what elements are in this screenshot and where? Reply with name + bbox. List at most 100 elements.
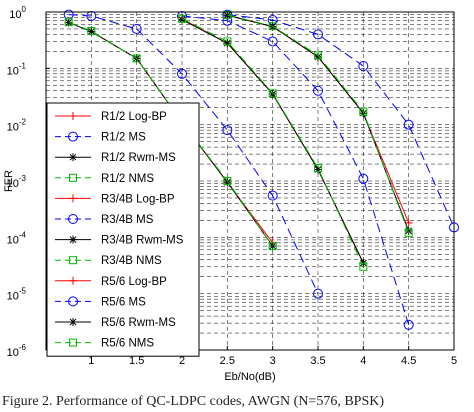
series-line <box>181 18 364 267</box>
legend-entry: R1/2 Log-BP <box>55 111 167 123</box>
legend-entry: R1/2 Rwm-MS <box>55 152 176 164</box>
y-tick-exponent: -1 <box>19 61 27 70</box>
data-point <box>313 29 323 40</box>
legend-label: R5/6 Log-BP <box>101 276 167 288</box>
series-line <box>227 14 410 234</box>
figure-caption: Figure 2. Performance of QC-LDPC codes, … <box>2 394 385 409</box>
legend-marker <box>69 194 77 203</box>
y-tick-base: 10 <box>7 234 19 246</box>
y-tick-label: 10-6 <box>7 343 27 359</box>
y-tick-base: 10 <box>7 122 19 134</box>
legend-entry: R3/4B NMS <box>55 255 162 267</box>
legend-marker <box>68 296 78 307</box>
data-point <box>86 10 97 21</box>
x-tick-label: 2.5 <box>220 355 235 367</box>
x-tick-label: 1 <box>88 355 94 367</box>
y-tick-label: 10-2 <box>7 118 27 134</box>
legend-entry: R3/4B Log-BP <box>55 193 175 205</box>
y-tick-label: 10-1 <box>7 61 27 77</box>
series-layer <box>63 9 459 330</box>
legend-entry: R3/4B MS <box>55 214 154 226</box>
y-tick-exponent: 0 <box>22 5 27 14</box>
data-point <box>314 51 322 60</box>
data-point <box>267 190 278 201</box>
y-tick-exponent: -4 <box>19 230 27 239</box>
data-point <box>313 85 323 96</box>
data-point <box>178 15 186 24</box>
series-10 <box>222 9 459 233</box>
data-point <box>131 23 142 34</box>
legend-label: R5/6 MS <box>101 296 146 308</box>
y-tick-base: 10 <box>7 291 19 303</box>
legend-label: R3/4B MS <box>101 214 154 226</box>
series-4 <box>64 18 277 251</box>
y-tick-exponent: -3 <box>19 174 27 183</box>
legend-label: R1/2 MS <box>101 132 146 144</box>
series-8 <box>178 14 368 271</box>
x-tick-label: 5 <box>451 355 457 367</box>
data-point <box>314 164 322 173</box>
series-line <box>181 15 410 325</box>
x-axis-label: Eb/No(dB) <box>224 371 275 383</box>
data-point <box>403 319 414 330</box>
data-point <box>268 89 277 98</box>
data-point <box>268 22 277 31</box>
y-tick-exponent: -5 <box>19 287 27 296</box>
legend-entry: R3/4B Rwm-MS <box>55 235 184 247</box>
legend-label: R3/4B NMS <box>101 255 162 267</box>
series-line <box>227 14 455 228</box>
x-tick-label: 4.5 <box>401 355 416 367</box>
legend-label: R1/2 NMS <box>101 173 154 185</box>
x-tick-label: 2 <box>179 355 185 367</box>
legend-label: R5/6 NMS <box>101 338 154 350</box>
series-12 <box>223 10 413 237</box>
data-point <box>132 54 141 63</box>
y-axis-label: FER <box>3 170 15 192</box>
data-point <box>223 37 232 46</box>
legend-marker <box>69 338 77 347</box>
legend-entry: R1/2 MS <box>55 131 146 144</box>
data-point <box>359 107 368 116</box>
data-point <box>223 10 232 19</box>
legend-entry: R5/6 NMS <box>55 338 154 350</box>
data-point <box>268 242 277 251</box>
legend-marker <box>69 318 77 326</box>
data-point <box>223 178 232 187</box>
legend-marker <box>69 173 77 182</box>
y-tick-exponent: -2 <box>19 118 27 127</box>
data-point <box>359 262 368 271</box>
data-point <box>267 36 278 47</box>
legend-entry: R1/2 NMS <box>55 173 154 185</box>
y-tick-label: 10-5 <box>7 287 27 303</box>
y-tick-base: 10 <box>7 347 19 359</box>
data-point <box>222 125 233 136</box>
legend-entry: R5/6 Log-BP <box>55 276 167 288</box>
data-point <box>87 26 96 35</box>
data-point <box>177 68 187 79</box>
legend-label: R3/4B Rwm-MS <box>101 235 184 247</box>
legend-label: R1/2 Log-BP <box>101 111 167 123</box>
legend-label: R1/2 Rwm-MS <box>101 152 176 164</box>
data-point <box>359 109 368 118</box>
legend: R1/2 Log-BP R1/2 MS R1/2 Rwm-MS R1/2 NMS R3/… <box>46 102 200 357</box>
legend-marker <box>68 214 78 224</box>
fer-chart: 1 1.5 2 2.5 3 3.5 4 4.5 510010-110-210-310-410-5… <box>3 5 459 383</box>
data-point <box>358 61 369 72</box>
legend-marker <box>69 153 77 162</box>
data-point <box>403 119 414 130</box>
x-tick-label: 3.5 <box>310 355 325 367</box>
legend-label: R3/4B Log-BP <box>101 193 175 205</box>
y-tick-label: 100 <box>9 5 26 21</box>
x-tick-label: 1.5 <box>129 355 144 367</box>
data-point <box>314 165 322 174</box>
y-tick-label: 10-3 <box>7 174 27 190</box>
legend-marker <box>69 276 77 285</box>
legend-entry: R5/6 Rwm-MS <box>55 317 176 329</box>
y-tick-label: 10-4 <box>7 230 27 246</box>
data-point <box>223 177 232 185</box>
axis-ticks: 1 1.5 2 2.5 3 3.5 4 4.5 510010-110-210-310-410-5… <box>7 5 457 367</box>
legend-label: R5/6 Rwm-MS <box>101 317 176 329</box>
legend-marker <box>69 112 77 120</box>
y-tick-exponent: -6 <box>19 343 27 352</box>
data-point <box>313 288 323 299</box>
